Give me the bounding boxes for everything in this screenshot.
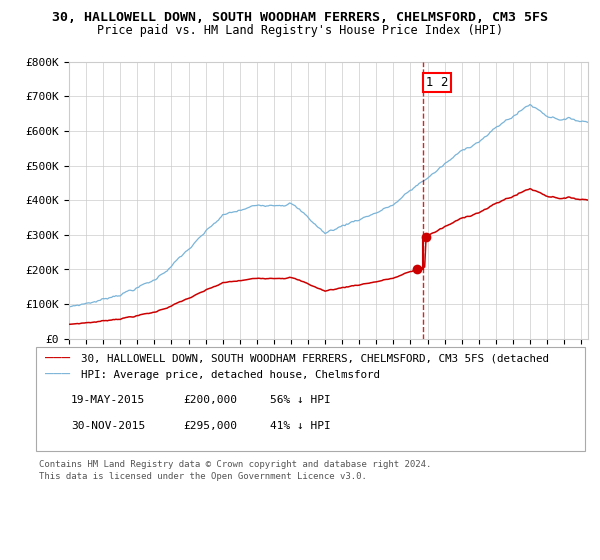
Text: 19-MAY-2015: 19-MAY-2015: [71, 395, 145, 405]
Text: 1: 1: [45, 392, 52, 405]
Text: 30, HALLOWELL DOWN, SOUTH WOODHAM FERRERS, CHELMSFORD, CM3 5FS (detached: 30, HALLOWELL DOWN, SOUTH WOODHAM FERRER…: [81, 353, 549, 363]
Text: 30-NOV-2015: 30-NOV-2015: [71, 421, 145, 431]
Text: 41% ↓ HPI: 41% ↓ HPI: [270, 421, 331, 431]
Text: £200,000: £200,000: [183, 395, 237, 405]
Text: HPI: Average price, detached house, Chelmsford: HPI: Average price, detached house, Chel…: [81, 370, 380, 380]
Text: Contains HM Land Registry data © Crown copyright and database right 2024.: Contains HM Land Registry data © Crown c…: [39, 460, 431, 469]
Text: Price paid vs. HM Land Registry's House Price Index (HPI): Price paid vs. HM Land Registry's House …: [97, 24, 503, 36]
Text: 30, HALLOWELL DOWN, SOUTH WOODHAM FERRERS, CHELMSFORD, CM3 5FS: 30, HALLOWELL DOWN, SOUTH WOODHAM FERRER…: [52, 11, 548, 24]
Text: 1  2: 1 2: [426, 76, 448, 89]
Text: 56% ↓ HPI: 56% ↓ HPI: [270, 395, 331, 405]
Text: £295,000: £295,000: [183, 421, 237, 431]
Text: This data is licensed under the Open Government Licence v3.0.: This data is licensed under the Open Gov…: [39, 472, 367, 480]
Text: 2: 2: [45, 417, 52, 431]
Text: ———: ———: [45, 352, 70, 366]
Text: ———: ———: [45, 368, 70, 382]
